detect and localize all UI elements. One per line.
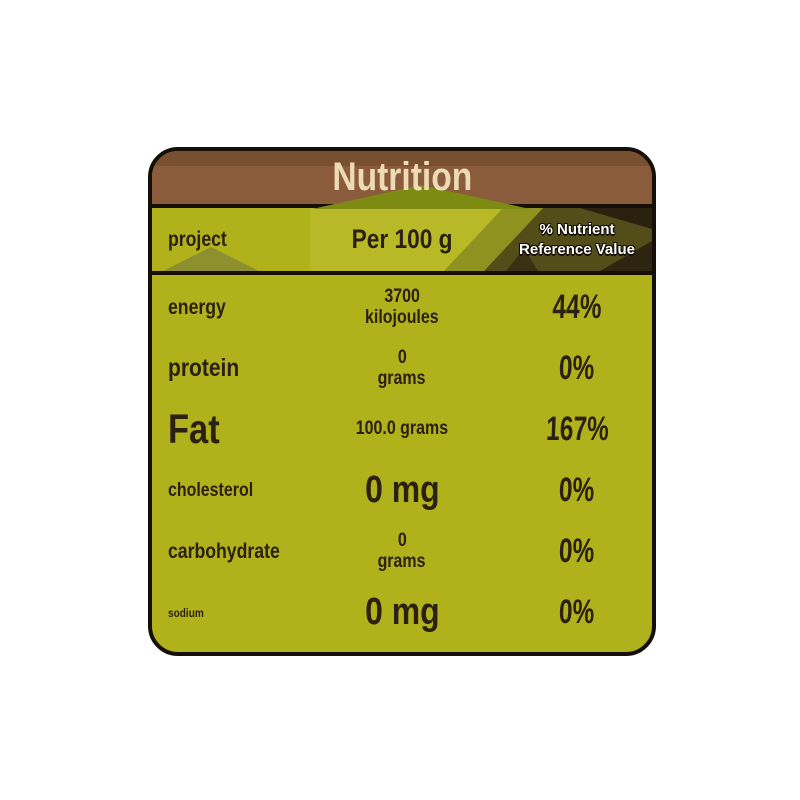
row-protein: protein 0 grams 0% xyxy=(152,338,652,399)
row-fat: Fat 100.0 grams 167% xyxy=(152,399,652,460)
row-name: sodium xyxy=(168,605,204,620)
row-name: carbohydrate xyxy=(168,539,280,563)
row-name: energy xyxy=(168,295,226,319)
amount-value: 0 mg xyxy=(364,590,440,633)
column-header-nrv: % Nutrient Reference Value xyxy=(519,221,635,258)
nrv-value: 0% xyxy=(558,532,596,570)
nrv-value: 44% xyxy=(551,288,603,326)
amount-value: 3700 kilojoules xyxy=(365,285,439,328)
row-sodium: sodium 0 mg 0% xyxy=(152,582,652,643)
row-carbohydrate: carbohydrate 0 grams 0% xyxy=(152,521,652,582)
nrv-value: 0% xyxy=(558,471,596,509)
amount-value: 100.0 grams xyxy=(355,418,449,440)
column-header-amount: Per 100 g xyxy=(351,224,453,254)
amount-value: 0 mg xyxy=(364,468,440,511)
row-name: protein xyxy=(168,354,240,382)
row-cholesterol: cholesterol 0 mg 0% xyxy=(152,460,652,521)
nrv-value: 0% xyxy=(558,349,596,387)
column-header-item: project xyxy=(168,227,227,251)
nutrition-title: Nutrition xyxy=(152,155,652,200)
nutrition-rows: energy 3700 kilojoules 44% protein 0 gra… xyxy=(152,275,652,652)
nrv-value: 167% xyxy=(544,410,610,448)
amount-value: 0 grams xyxy=(378,529,426,572)
row-name: Fat xyxy=(168,406,220,452)
amount-value: 0 grams xyxy=(378,346,426,389)
row-energy: energy 3700 kilojoules 44% xyxy=(152,277,652,338)
table-header-row: project Per 100 g % Nutrient Reference V… xyxy=(152,208,652,271)
header-divider-line xyxy=(152,271,652,275)
row-name: cholesterol xyxy=(168,479,254,501)
header-band-top-shade xyxy=(152,151,652,166)
nrv-value: 0% xyxy=(558,593,596,631)
nutrition-label-card: Nutrition project Per 100 g % Nutrient R… xyxy=(148,147,656,656)
nutrition-title-text: Nutrition xyxy=(332,155,472,199)
